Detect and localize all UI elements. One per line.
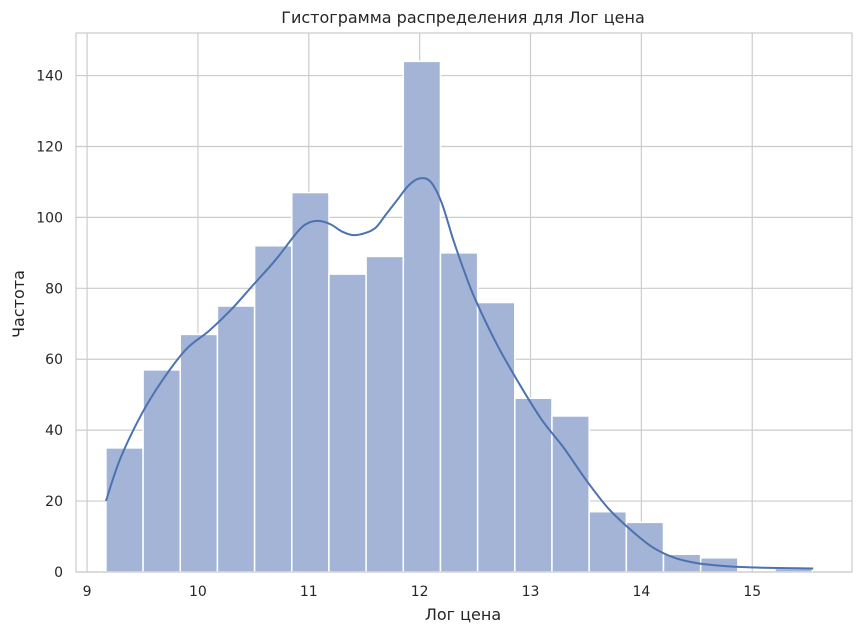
x-tick-label: 11 — [300, 584, 318, 600]
y-tick-label: 120 — [36, 139, 63, 155]
x-tick-label: 14 — [632, 584, 650, 600]
histogram-bar — [514, 397, 553, 573]
y-tick-label: 60 — [45, 352, 63, 368]
plot-frame — [75, 32, 853, 573]
x-tick-label: 10 — [189, 584, 207, 600]
y-tick-label: 0 — [54, 565, 63, 581]
histogram-bar — [402, 60, 442, 573]
y-tick-label: 40 — [45, 423, 63, 439]
histogram-bars — [105, 60, 813, 573]
y-tick-label: 80 — [45, 281, 63, 297]
histogram-bar — [253, 245, 293, 573]
histogram-bar — [328, 273, 367, 573]
kde-curve — [104, 177, 814, 570]
x-tick-label: 9 — [83, 584, 92, 600]
x-tick-label: 15 — [743, 584, 761, 600]
histogram-bar — [365, 255, 405, 573]
y-axis-title: Частота — [9, 270, 28, 338]
histogram-bar — [216, 305, 256, 573]
histogram-bar — [588, 510, 628, 573]
histogram-bar — [179, 333, 219, 573]
chart-title: Гистограмма распределения для Лог цена — [281, 8, 645, 27]
x-tick-label: 13 — [522, 584, 540, 600]
y-tick-label: 20 — [45, 494, 63, 510]
x-tick-labels: 9 10 11 12 13 14 15 — [83, 584, 762, 600]
x-tick-label: 12 — [411, 584, 429, 600]
histogram-bar — [142, 369, 182, 573]
y-tick-label: 100 — [36, 210, 63, 226]
histogram-bar — [291, 191, 330, 573]
x-axis-title: Лог цена — [425, 605, 501, 624]
histogram-bar — [439, 252, 479, 573]
y-tick-labels: 0 20 40 60 80 100 120 140 — [36, 69, 63, 581]
histogram-bar — [105, 447, 144, 573]
y-tick-label: 140 — [36, 69, 63, 85]
